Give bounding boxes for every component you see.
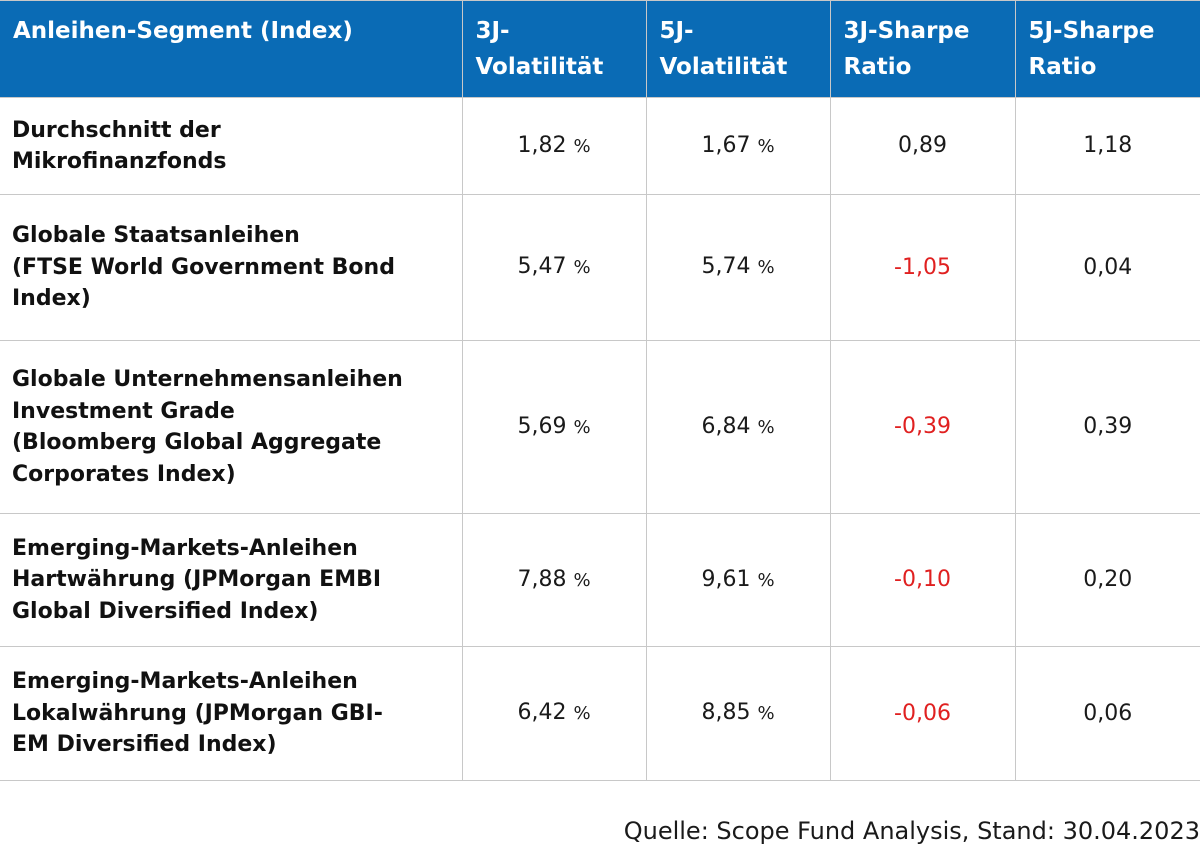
volatility-5y-cell: 9,61 % [645,513,831,647]
header-segment: Anleihen-Segment (Index) [0,0,463,98]
segment-label-line: Mikrofinanzfonds [12,149,227,174]
volatility-3y-cell-value: 6,42 [517,700,567,726]
segment-label-line: Durchschnitt der [12,117,221,143]
segment-label-line: Emerging-Markets-Anleihen [12,535,358,561]
header-5y-sharpe: 5J-Sharpe Ratio [1014,0,1200,98]
segment-label-line: Investment Grade [12,398,235,424]
volatility-5y-cell-value: 8,85 [701,700,751,726]
segment-label-line: Lokalwährung (JPMorgan GBI- [12,700,383,726]
segment-label-line: (Bloomberg Global Aggregate [12,430,382,455]
percent-sign: % [573,416,591,438]
volatility-3y-cell: 5,69 % [461,340,647,514]
segment-label-line: (FTSE World Government Bond [12,254,395,280]
volatility-3y-cell-value: 1,82 [517,132,567,158]
volatility-3y-cell: 5,47 % [461,194,647,341]
sharpe-3y-cell: 0,89 [829,97,1016,195]
volatility-3y-cell: 7,88 % [461,513,647,647]
header-5y-volatility: 5J- Volatilität [645,0,831,98]
sharpe-5y-cell: 1,18 [1014,97,1200,195]
segment-label-line: Corporates Index) [12,461,236,487]
segment-label-line: Globale Unternehmensanleihen [12,367,403,392]
percent-sign: % [573,135,591,157]
volatility-5y-cell: 1,67 % [645,97,831,195]
sharpe-3y-cell: -0,39 [829,340,1016,514]
table-row: Emerging-Markets-Anleihen Hartwährung (JP… [0,513,1200,647]
volatility-5y-cell-value: 1,67 [701,132,751,158]
sharpe-3y-cell: -0,10 [829,513,1016,647]
percent-sign: % [573,569,591,591]
volatility-5y-cell-value: 5,74 [701,254,751,280]
table-row: Emerging-Markets-Anleihen Lokalwährung (J… [0,646,1200,781]
volatility-3y-cell-value: 7,88 [517,566,567,592]
segment-label: Emerging-Markets-Anleihen Lokalwährung (J… [0,646,463,781]
volatility-3y-cell: 1,82 % [461,97,647,195]
segment-label: Emerging-Markets-Anleihen Hartwährung (JP… [0,513,463,647]
sharpe-5y-cell: 0,39 [1014,340,1200,514]
segment-label: Globale Staatsanleihen (FTSE World Govern… [0,194,463,341]
segment-label-line: Index) [12,286,91,312]
sharpe-3y-cell: -1,05 [829,194,1016,341]
table-body: Durchschnitt der Mikrofinanzfonds 1,82 % 1,… [0,97,1200,781]
percent-sign: % [757,703,775,725]
volatility-5y-cell: 8,85 % [645,646,831,781]
volatility-3y-cell-value: 5,69 [517,413,567,439]
percent-sign: % [757,257,775,279]
volatility-5y-cell: 5,74 % [645,194,831,341]
segment-label-line: EM Diversified Index) [12,732,277,758]
segment-label: Durchschnitt der Mikrofinanzfonds [0,97,463,195]
sharpe-3y-cell: -0,06 [829,646,1016,781]
header-3y-volatility: 3J- Volatilität [461,0,647,98]
percent-sign: % [757,135,775,157]
segment-label: Globale Unternehmensanleihen Investment G… [0,340,463,514]
table-row: Globale Unternehmensanleihen Investment G… [0,340,1200,514]
source-note: Quelle: Scope Fund Analysis, Stand: 30.0… [623,817,1200,845]
sharpe-5y-cell: 0,06 [1014,646,1200,781]
volatility-5y-cell: 6,84 % [645,340,831,514]
percent-sign: % [757,416,775,438]
table-row: Durchschnitt der Mikrofinanzfonds 1,82 % 1,… [0,97,1200,195]
volatility-3y-cell: 6,42 % [461,646,647,781]
volatility-3y-cell-value: 5,47 [517,254,567,280]
segment-label-line: Hartwährung (JPMorgan EMBI [12,567,382,593]
header-3y-sharpe: 3J-Sharpe Ratio [829,0,1016,98]
segment-label-line: Global Diversified Index) [12,598,319,624]
table-row: Globale Staatsanleihen (FTSE World Govern… [0,194,1200,341]
table-header: Anleihen-Segment (Index) 3J- Volatilität … [0,0,1200,98]
segment-label-line: Emerging-Markets-Anleihen [12,669,358,695]
sharpe-5y-cell: 0,20 [1014,513,1200,647]
percent-sign: % [757,569,775,591]
segment-label-line: Globale Staatsanleihen [12,223,300,249]
volatility-5y-cell-value: 9,61 [701,566,751,592]
percent-sign: % [573,257,591,279]
header-row: Anleihen-Segment (Index) 3J- Volatilität … [0,0,1200,98]
sharpe-5y-cell: 0,04 [1014,194,1200,341]
percent-sign: % [573,703,591,725]
volatility-5y-cell-value: 6,84 [701,413,751,439]
risk-metrics-table: Anleihen-Segment (Index) 3J- Volatilität … [0,0,1200,781]
